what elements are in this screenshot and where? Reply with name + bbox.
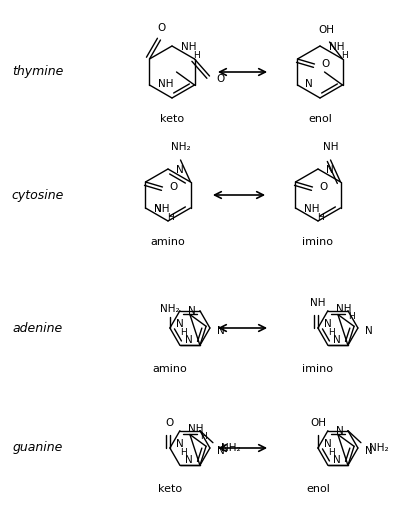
Text: OH: OH <box>310 418 326 428</box>
Text: NH: NH <box>188 423 203 434</box>
Text: keto: keto <box>158 484 182 494</box>
Text: NH₂: NH₂ <box>160 304 180 314</box>
Text: enol: enol <box>306 484 330 494</box>
Text: NH₂: NH₂ <box>369 443 389 453</box>
Text: N: N <box>188 306 196 316</box>
Text: O: O <box>169 182 178 192</box>
Text: N: N <box>176 439 184 449</box>
Text: N: N <box>176 318 184 329</box>
Text: imino: imino <box>302 237 334 247</box>
Text: H: H <box>329 328 335 336</box>
Text: N: N <box>217 446 225 456</box>
Text: N: N <box>365 446 373 456</box>
Text: guanine: guanine <box>13 441 63 455</box>
Text: N: N <box>176 165 184 175</box>
Text: N: N <box>324 318 332 329</box>
Text: N: N <box>365 326 373 336</box>
Text: N: N <box>185 335 193 345</box>
Text: NH: NH <box>329 42 344 52</box>
Text: cytosine: cytosine <box>12 188 64 202</box>
Text: thymine: thymine <box>12 66 64 78</box>
Text: N: N <box>326 165 334 175</box>
Text: NH: NH <box>336 304 352 314</box>
Text: NH: NH <box>181 42 196 52</box>
Text: O: O <box>157 23 166 33</box>
Text: N: N <box>305 79 313 89</box>
Text: NH₂: NH₂ <box>221 443 240 453</box>
Text: NH: NH <box>310 298 326 308</box>
Text: N: N <box>217 326 225 336</box>
Text: H: H <box>181 447 187 457</box>
Text: keto: keto <box>160 114 184 124</box>
Text: O: O <box>166 418 174 428</box>
Text: H: H <box>329 447 335 457</box>
Text: amino: amino <box>151 237 186 247</box>
Text: amino: amino <box>153 364 187 374</box>
Text: NH: NH <box>154 204 170 214</box>
Text: O: O <box>319 182 328 192</box>
Text: enol: enol <box>308 114 332 124</box>
Text: imino: imino <box>302 364 334 374</box>
Text: O: O <box>322 59 330 69</box>
Text: NH₂: NH₂ <box>171 142 191 152</box>
Text: H: H <box>348 312 355 321</box>
Text: N: N <box>336 425 344 436</box>
Text: NH: NH <box>323 142 338 152</box>
Text: H: H <box>168 214 174 223</box>
Text: N: N <box>154 204 162 214</box>
Text: N: N <box>333 335 341 345</box>
Text: H: H <box>193 52 200 60</box>
Text: OH: OH <box>319 25 334 35</box>
Text: H: H <box>341 52 348 60</box>
Text: H: H <box>200 432 207 441</box>
Text: N: N <box>185 455 193 465</box>
Text: N: N <box>333 455 341 465</box>
Text: H: H <box>181 328 187 336</box>
Text: H: H <box>317 214 324 223</box>
Text: O: O <box>216 74 225 84</box>
Text: adenine: adenine <box>13 322 63 334</box>
Text: N: N <box>324 439 332 449</box>
Text: NH: NH <box>158 79 174 89</box>
Text: NH: NH <box>305 204 320 214</box>
